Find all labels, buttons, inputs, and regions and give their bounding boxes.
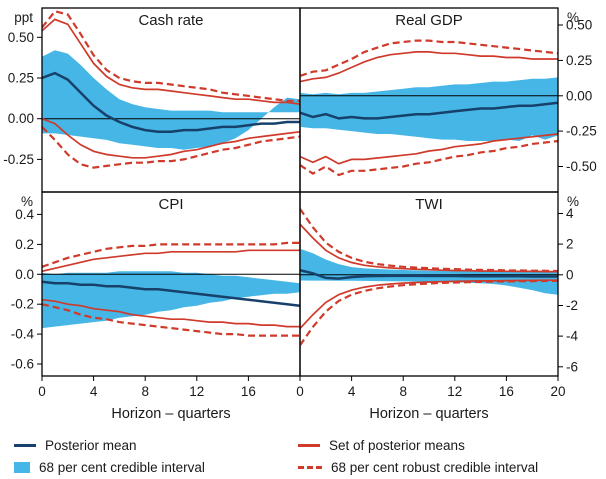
panel-twi <box>300 208 558 346</box>
x-axis-title: Horizon – quarters <box>111 406 230 422</box>
panel-title: Cash rate <box>138 12 203 29</box>
y-tick-label: 0.00 <box>566 88 592 103</box>
y-tick-label: -0.50 <box>566 159 597 174</box>
y-tick-label: -6 <box>566 359 578 374</box>
y-tick-label: -2 <box>566 298 578 313</box>
y-tick-label: -0.2 <box>11 297 34 312</box>
robust-credible-interval-line <box>300 208 558 273</box>
y-tick-label: 0.25 <box>8 71 34 86</box>
set-of-posterior-means-line <box>300 133 558 165</box>
y-tick-label: -0.25 <box>566 124 597 139</box>
axis-unit-label: % <box>21 194 33 209</box>
x-tick-label: 16 <box>241 384 256 399</box>
posterior-mean-line-swatch <box>14 443 36 447</box>
y-tick-label: 2 <box>566 237 574 252</box>
legend-label-robust-credible-interval: 68 per cent robust credible interval <box>331 459 539 475</box>
x-axis-title: Horizon – quarters <box>369 406 488 422</box>
robust-credible-interval-line <box>42 241 300 268</box>
posterior-mean-line <box>300 101 558 120</box>
robust-credible-interval-line <box>42 126 300 169</box>
y-tick-label: 0.50 <box>566 18 592 33</box>
x-tick-label: 4 <box>348 384 356 399</box>
y-tick-label: 0.4 <box>15 207 34 222</box>
y-tick-label: 0.2 <box>15 237 34 252</box>
set-of-posterior-means-line <box>42 18 300 105</box>
posterior-mean-line <box>42 71 300 134</box>
robust-credible-interval-line <box>300 39 558 77</box>
axis-unit-label: ppt <box>14 10 33 25</box>
y-tick-label: 0.00 <box>8 111 34 126</box>
panel-title: Real GDP <box>395 12 463 29</box>
axis-unit-label: % <box>567 10 579 25</box>
set-of-posterior-means-line-swatch <box>298 443 320 447</box>
x-tick-label: 0 <box>38 384 46 399</box>
set-of-posterior-means-line <box>42 117 300 159</box>
y-tick-label: -0.4 <box>11 327 35 342</box>
y-tick-label: -0.6 <box>11 357 34 372</box>
x-tick-label: 4 <box>90 384 98 399</box>
y-tick-label: 0.0 <box>15 267 34 282</box>
credible-interval-band <box>42 50 300 150</box>
set-of-posterior-means-line <box>42 298 300 328</box>
posterior-mean-line <box>42 280 300 307</box>
panel-border <box>299 191 559 377</box>
panel-real-gdp <box>300 39 558 177</box>
x-tick-label: 0 <box>296 384 304 399</box>
legend-item-posterior-mean: Posterior mean <box>14 438 298 453</box>
robust-credible-interval-line <box>300 279 558 346</box>
panel-title: CPI <box>158 196 183 213</box>
credible-interval-band-swatch <box>14 461 30 473</box>
legend-label-posterior-mean: Posterior mean <box>45 437 137 453</box>
x-tick-label: 16 <box>499 384 514 399</box>
robust-credible-interval-line <box>42 10 300 102</box>
legend-item-robust-credible-interval: 68 per cent robust credible interval <box>298 460 606 475</box>
robust-credible-interval-line-swatch <box>298 465 322 469</box>
y-tick-label: 0.25 <box>566 53 592 68</box>
y-tick-label: 0.50 <box>8 30 34 45</box>
legend-label-credible-interval: 68 per cent credible interval <box>39 459 205 475</box>
y-tick-label: 0 <box>566 267 574 282</box>
set-of-posterior-means-line <box>300 51 558 83</box>
legend: Posterior mean Set of posterior means 68… <box>0 434 606 478</box>
posterior-mean-line <box>300 268 558 280</box>
y-tick-label: -0.25 <box>3 152 34 167</box>
panel-title: TWI <box>415 196 443 213</box>
y-tick-label: 4 <box>566 206 574 221</box>
x-tick-label: 8 <box>141 384 149 399</box>
set-of-posterior-means-line <box>300 279 558 330</box>
credible-interval-band <box>300 248 558 295</box>
set-of-posterior-means-line <box>42 249 300 273</box>
x-tick-label: 8 <box>399 384 407 399</box>
legend-item-set-of-posterior-means: Set of posterior means <box>298 438 606 453</box>
x-tick-label: 12 <box>447 384 462 399</box>
legend-label-set-of-posterior-means: Set of posterior means <box>329 437 465 453</box>
robust-credible-interval-line <box>42 303 300 337</box>
y-tick-label: -4 <box>566 329 578 344</box>
x-tick-label: 12 <box>189 384 204 399</box>
panel-cash-rate <box>42 10 300 169</box>
legend-item-credible-interval: 68 per cent credible interval <box>14 460 298 475</box>
robust-credible-interval-line <box>300 139 558 177</box>
credible-interval-band <box>300 77 558 141</box>
panel-cpi <box>42 241 300 337</box>
x-tick-label: 20 <box>550 384 565 399</box>
axis-unit-label: % <box>567 194 579 209</box>
